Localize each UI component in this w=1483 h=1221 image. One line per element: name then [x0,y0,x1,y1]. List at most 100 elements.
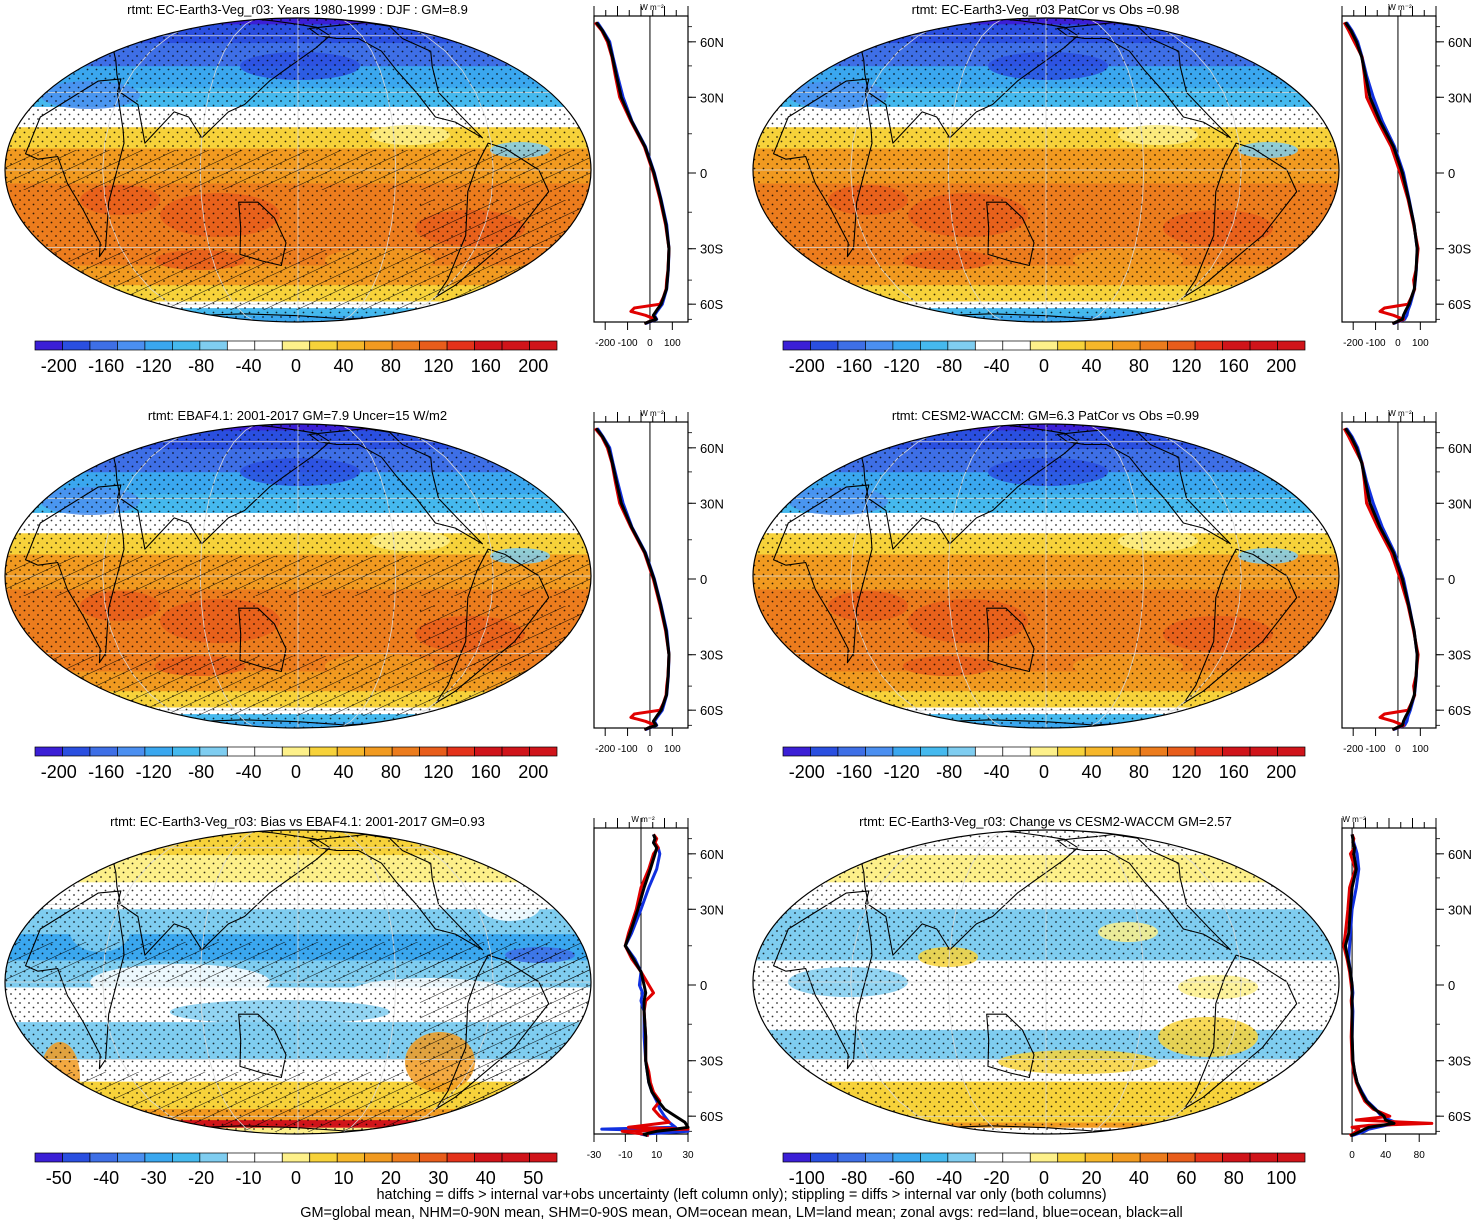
colorbar-box [1002,1152,1031,1163]
colorbar: -100 -80 -60 -40 -20 0 20 40 60 80 100 [782,1152,1306,1188]
colorbar-box [309,746,338,757]
zonal-x-label: 0 [1349,1150,1355,1161]
colorbar-tick-label: -50 [46,1168,72,1188]
colorbar-tick-label: 200 [1266,762,1296,782]
hatching [5,556,591,596]
map-field [5,18,591,322]
colorbar-box [1002,746,1031,757]
panel-change: rtmt: EC-Earth3-Veg_r03: Change vs CESM2… [748,812,1483,1212]
zonal-lat-label: 30S [700,1054,723,1069]
colorbar-box [281,1152,311,1163]
stippling [753,830,1339,1134]
colorbar-box [446,1152,475,1163]
colorbar-box [1167,746,1196,757]
zonal-lat-label: 60N [700,847,724,862]
colorbar-box [446,340,475,351]
zonal-line-black [1343,834,1396,1138]
colorbar-tick-label: 80 [381,356,401,376]
panel-svg: -100 -80 -60 -40 -20 0 20 40 60 80 100 W m⁻² 60N 30N 0… [752,815,1472,1188]
map-field [753,18,1339,322]
colorbar-box [529,746,558,757]
panel-title: rtmt: EC-Earth3-Veg_r03: Bias vs EBAF4.1… [110,814,485,829]
colorbar-box [1249,1152,1278,1163]
colorbar-box [336,340,366,351]
colorbar-tick-label: -200 [41,356,77,376]
colorbar-box [226,1152,256,1163]
colorbar-box [920,746,949,757]
zonal-frame [593,421,689,729]
zonal-lat-label: 30N [700,496,724,511]
panel-svg: -200 -160 -120 -80 -40 0 40 80 120 160 200 W m⁻² 60N… [752,3,1472,376]
zonal-frame [1341,15,1437,323]
colorbar-box [810,746,839,757]
zonal-x-label: -100 [618,744,638,755]
colorbar-tick-label: 80 [381,762,401,782]
map-border [4,423,592,729]
colorbar-tick-label: 0 [1039,762,1049,782]
map-field [5,830,591,1134]
colorbar: -200 -160 -120 -80 -40 0 40 80 120 160 200 [34,746,558,782]
colorbar-tick-label: 120 [1171,356,1201,376]
colorbar-tick-label: -20 [188,1168,214,1188]
colorbar-box [117,340,146,351]
zonal-lat-label: 60S [700,297,723,312]
map-border [752,423,1340,729]
panel-clim-cesm: rtmt: CESM2-WACCM: GM=6.3 PatCor vs Obs … [748,406,1483,806]
zonal-unit-label: W m⁻² [640,409,664,418]
colorbar-tick-label: 40 [1129,1168,1149,1188]
zonal-unit-label: W m⁻² [1388,409,1412,418]
colorbar-box [1057,340,1086,351]
colorbar: -50 -40 -30 -20 -10 0 10 20 30 40 50 [34,1152,558,1188]
zonal-lat-label: 30N [700,902,724,917]
colorbar-box [336,746,366,757]
panel-clim-obs: rtmt: EBAF4.1: 2001-2017 GM=7.9 Uncer=15… [0,406,740,806]
colorbar-tick-label: 160 [471,762,501,782]
colorbar-tick-label: -160 [88,762,124,782]
colorbar-tick-label: -40 [984,762,1010,782]
colorbar-tick-label: 60 [1176,1168,1196,1188]
colorbar-tick-label: -120 [884,762,920,782]
colorbar-tick-label: 10 [333,1168,353,1188]
colorbar-tick-label: 120 [423,356,453,376]
colorbar-box [1222,1152,1251,1163]
colorbar-tick-label: -80 [188,356,214,376]
colorbar-tick-label: 100 [1266,1168,1296,1188]
colorbar-tick-label: -160 [836,356,872,376]
hatching [5,150,591,190]
colorbar-tick-label: -160 [88,356,124,376]
panel-svg: -50 -40 -30 -20 -10 0 10 20 30 40 50 W m⁻² 60N 30N 0 30… [4,815,724,1188]
zonal-x-label: -200 [1343,744,1363,755]
colorbar-tick-label: -40 [984,356,1010,376]
zonal-lat-label: 0 [1448,978,1455,993]
colorbar-box [1029,1152,1059,1163]
zonal-x-label: 0 [647,744,653,755]
zonal-plot: W m⁻² 60N 30N 0 30S 60S -30 -10 10 30 [587,815,724,1161]
colorbar-tick-label: -200 [41,762,77,782]
zonal-lat-label: 60N [1448,847,1472,862]
colorbar: -200 -160 -120 -80 -40 0 40 80 120 160 200 [34,340,558,376]
colorbar-tick-label: 0 [291,1168,301,1188]
colorbar-tick-label: 120 [423,762,453,782]
panel-svg: -200 -160 -120 -80 -40 0 40 80 120 160 200 W m⁻² 60N… [4,3,724,376]
colorbar-tick-label: -100 [789,1168,825,1188]
colorbar-box [89,1152,118,1163]
colorbar-box [1194,1152,1223,1163]
colorbar-box [391,746,420,757]
colorbar-tick-label: -40 [93,1168,119,1188]
colorbar-box [336,1152,366,1163]
panel-title: rtmt: EBAF4.1: 2001-2017 GM=7.9 Uncer=15… [147,408,448,423]
colorbar-box [1194,746,1223,757]
zonal-lat-label: 30S [700,242,723,257]
zonal-lat-label: 30S [1448,648,1471,663]
colorbar-box [920,340,949,351]
colorbar-box [226,746,256,757]
zonal-lat-label: 30N [1448,496,1472,511]
colorbar-tick-label: 20 [1081,1168,1101,1188]
colorbar-box [865,746,894,757]
colorbar-box [1084,340,1114,351]
colorbar-box [1277,746,1306,757]
zonal-x-label: 0 [1395,744,1401,755]
colorbar-box [1194,340,1223,351]
colorbar-box [34,340,63,351]
colorbar-box [144,1152,173,1163]
